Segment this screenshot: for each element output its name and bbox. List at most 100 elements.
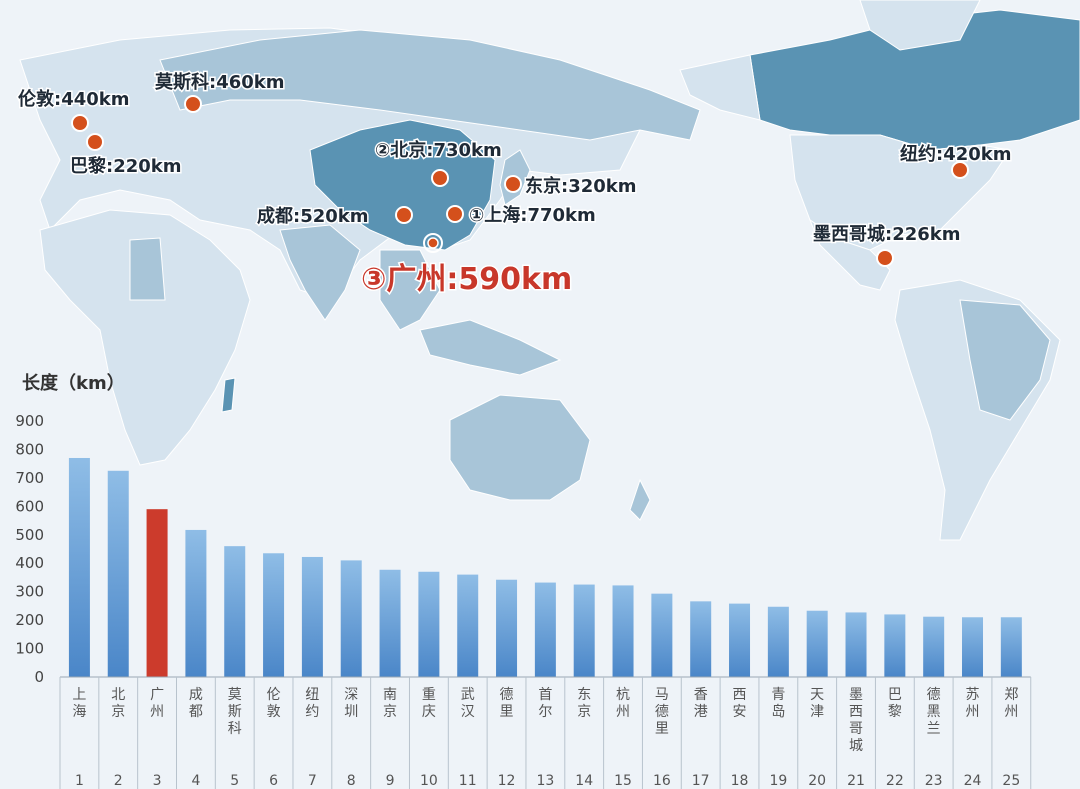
y-tick-label: 800	[15, 440, 44, 458]
land-india	[279, 224, 361, 321]
bar-5	[224, 546, 246, 677]
marker-label: 墨西哥城:226km	[813, 223, 961, 245]
rank-label: 21	[847, 773, 865, 789]
y-tick-label: 0	[34, 668, 44, 686]
category-label: 巴黎	[888, 687, 902, 720]
category-label: 西安	[733, 687, 747, 720]
rank-label: 25	[1002, 773, 1020, 789]
rank-label: 11	[459, 773, 477, 789]
bar-18	[729, 603, 751, 677]
land-madagascar	[221, 377, 236, 413]
marker-label: 莫斯科:460km	[154, 71, 285, 93]
rank-label: 18	[731, 773, 749, 789]
category-label: 伦敦	[267, 687, 281, 720]
marker-1: 莫斯科:460km	[153, 70, 286, 113]
bar-17	[690, 601, 712, 677]
marker-label: 纽约:420km	[900, 143, 1012, 165]
rank-label: 3	[153, 773, 162, 789]
marker-dot	[395, 206, 413, 224]
marker-dot	[951, 161, 969, 179]
rank-label: 16	[653, 773, 671, 789]
rank-label: 4	[191, 773, 200, 789]
bar-3	[146, 509, 168, 677]
marker-dot	[184, 95, 202, 113]
bar-9	[379, 569, 401, 677]
bar-20	[806, 610, 828, 677]
rank-label: 15	[614, 773, 632, 789]
bar-23	[923, 616, 945, 677]
category-label: 墨西哥城	[849, 687, 863, 754]
marker-dot	[504, 175, 522, 193]
y-axis-ticks: 0 100 200 300 400 500 600 700 800 900	[15, 412, 44, 686]
bar-21	[845, 612, 867, 677]
rank-label: 24	[964, 773, 982, 789]
rank-label: 2	[114, 773, 123, 789]
y-tick-label: 500	[15, 526, 44, 544]
category-label: 重庆	[422, 687, 436, 720]
rank-label: 7	[308, 773, 317, 789]
bar-8	[340, 560, 362, 677]
rank-label: 20	[808, 773, 826, 789]
marker-ring	[423, 233, 443, 253]
marker-3: ②北京:730km	[374, 138, 503, 187]
bar-19	[767, 606, 789, 677]
marker-8: 纽约:420km	[899, 142, 1013, 179]
y-tick-label: 900	[15, 412, 44, 430]
rank-label: 8	[347, 773, 356, 789]
land-africa	[39, 209, 251, 466]
marker-dot	[431, 169, 449, 187]
y-tick-label: 600	[15, 497, 44, 515]
category-label: 首尔	[538, 687, 552, 720]
land-africa-mid	[129, 237, 166, 301]
marker-label: 巴黎:220km	[70, 155, 182, 177]
bar-6	[263, 553, 285, 677]
bar-1	[68, 457, 90, 677]
land-greenland	[859, 0, 981, 51]
y-tick-label: 700	[15, 469, 44, 487]
category-label: 东京	[577, 687, 591, 720]
y-tick-label: 400	[15, 554, 44, 572]
land-alaska	[679, 54, 761, 121]
landmass	[19, 0, 1080, 541]
category-label: 广州	[150, 687, 164, 720]
bar-13	[534, 582, 556, 677]
marker-label: ②北京:730km	[375, 139, 502, 161]
category-label: 德里	[500, 687, 514, 720]
category-label: 南京	[383, 687, 397, 720]
rank-label: 10	[420, 773, 438, 789]
marker-4: 东京:320km	[504, 174, 638, 199]
category-label: 杭州	[616, 687, 630, 720]
bars	[68, 457, 1022, 677]
category-labels: 上海 1 北京 2 广州 3 成都 4 莫斯科 5 伦敦 6 纽约 7 深圳 8 南京 9 重庆 10 武汉 11 德里 12…	[59, 676, 1032, 789]
y-tick-label: 300	[15, 583, 44, 601]
category-label: 莫斯科	[228, 687, 242, 737]
city-markers: 伦敦:440km 莫斯科:460km 巴黎:220km ②北京:730km 东京:320…	[17, 70, 1014, 299]
land-brazil	[959, 299, 1051, 421]
land-nz	[629, 478, 651, 521]
marker-dot	[71, 114, 89, 132]
bar-14	[573, 584, 595, 677]
bar-10	[418, 571, 440, 677]
bar-22	[884, 614, 906, 677]
marker-9: 墨西哥城:226km	[812, 222, 962, 267]
marker-dot	[446, 205, 464, 223]
category-label: 香港	[694, 687, 708, 720]
bar-15	[612, 585, 634, 677]
category-label: 北京	[111, 687, 125, 720]
rank-label: 13	[536, 773, 554, 789]
rank-label: 22	[886, 773, 904, 789]
marker-0: 伦敦:440km	[17, 87, 131, 132]
land-seasia	[379, 249, 562, 376]
rank-label: 9	[386, 773, 395, 789]
bar-7	[301, 556, 323, 677]
marker-label: ①上海:770km	[469, 204, 596, 226]
marker-7: ③广州:590km	[360, 233, 574, 299]
marker-dot	[86, 133, 104, 151]
marker-label: 东京:320km	[525, 175, 637, 197]
category-label: 纽约	[305, 687, 319, 720]
rank-label: 17	[692, 773, 710, 789]
rank-label: 23	[925, 773, 943, 789]
category-label: 上海	[72, 687, 86, 720]
